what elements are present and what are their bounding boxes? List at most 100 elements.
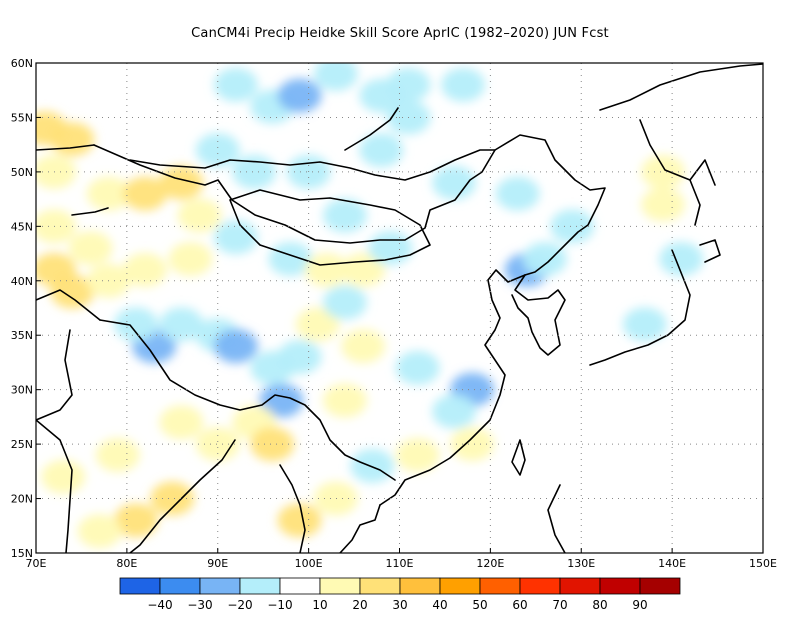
skill-cell bbox=[213, 220, 258, 255]
skill-cell bbox=[50, 122, 95, 157]
lon-tick-label: 90E bbox=[207, 557, 228, 570]
skill-cell bbox=[213, 329, 258, 364]
colorbar-label: −20 bbox=[227, 598, 252, 612]
skill-cell bbox=[95, 438, 140, 472]
lon-tick-label: 120E bbox=[476, 557, 504, 570]
central-asia-border bbox=[36, 289, 101, 421]
skill-cell bbox=[350, 448, 395, 483]
taiwan-coast bbox=[511, 439, 526, 476]
colorbar-swatch bbox=[559, 577, 601, 595]
skill-field bbox=[36, 63, 704, 549]
japan-coast bbox=[589, 239, 721, 366]
skill-cell bbox=[322, 198, 367, 233]
map-title: CanCM4i Precip Heidke Skill Score AprIC … bbox=[191, 26, 609, 41]
skill-cell bbox=[50, 274, 95, 309]
lat-tick-label: 20N bbox=[11, 493, 33, 506]
colorbar-swatch bbox=[359, 577, 401, 595]
skill-cell bbox=[495, 176, 540, 211]
colorbar-swatch bbox=[119, 577, 161, 595]
skill-cell bbox=[450, 427, 495, 462]
field-layer bbox=[36, 63, 704, 549]
skill-cell bbox=[641, 187, 686, 222]
lon-tick-label: 100E bbox=[295, 557, 323, 570]
skill-cell bbox=[36, 209, 77, 244]
skill-cell bbox=[313, 63, 358, 91]
skill-cell bbox=[304, 252, 349, 287]
russia-border bbox=[36, 144, 496, 181]
coastlines-borders bbox=[36, 63, 763, 553]
colorbar-swatch bbox=[199, 577, 241, 595]
china-coast bbox=[379, 269, 526, 506]
colorbar-label: 50 bbox=[472, 598, 487, 612]
colorbar: −40 −30 −20 −10 10 20 30 40 50 60 70 80 90 bbox=[119, 577, 681, 612]
longitude-labels: 70E 80E 90E 100E 110E 120E 130E 140E 150E bbox=[26, 548, 777, 570]
skill-cell bbox=[123, 252, 168, 287]
mongolia-border bbox=[229, 189, 431, 266]
skill-cell bbox=[395, 438, 440, 472]
skill-cell bbox=[36, 154, 77, 189]
skill-cell bbox=[441, 67, 486, 102]
lon-tick-label: 140E bbox=[658, 557, 686, 570]
skill-cell bbox=[322, 383, 367, 418]
colorbar-swatch bbox=[399, 577, 441, 595]
grid-lines bbox=[36, 63, 763, 553]
colorbar-swatch bbox=[239, 577, 281, 595]
philippines-coast bbox=[547, 484, 566, 553]
skill-cell bbox=[41, 459, 86, 494]
balkhash-lake bbox=[71, 207, 109, 216]
skill-cell bbox=[268, 242, 313, 276]
skill-cell bbox=[232, 154, 277, 189]
skill-cell bbox=[322, 285, 367, 320]
colorbar-label: 60 bbox=[512, 598, 527, 612]
lat-tick-label: 35N bbox=[11, 329, 33, 342]
colorbar-label: 70 bbox=[552, 598, 567, 612]
india-coast bbox=[36, 419, 236, 553]
skill-cell bbox=[213, 67, 258, 102]
lon-tick-label: 70E bbox=[26, 557, 47, 570]
colorbar-label: 10 bbox=[312, 598, 327, 612]
skill-cell bbox=[177, 198, 222, 233]
skill-cell bbox=[159, 307, 204, 342]
baikal-lake bbox=[344, 107, 399, 151]
skill-cell bbox=[86, 176, 131, 211]
colorbar-swatch bbox=[519, 577, 561, 595]
skill-cell bbox=[159, 165, 204, 200]
latitude-labels: 60N 55N 50N 45N 40N 35N 30N 25N 20N 15N bbox=[11, 57, 41, 560]
lat-tick-label: 40N bbox=[11, 275, 33, 288]
skill-cell bbox=[359, 133, 404, 168]
skill-cell bbox=[641, 154, 686, 189]
skill-cell bbox=[659, 242, 704, 276]
lat-tick-label: 55N bbox=[11, 111, 33, 124]
skill-cell bbox=[195, 133, 240, 168]
skill-cell bbox=[259, 383, 304, 418]
colorbar-swatch bbox=[639, 577, 681, 595]
skill-cell bbox=[68, 231, 113, 266]
lat-tick-label: 25N bbox=[11, 438, 33, 451]
skill-cell bbox=[250, 427, 295, 462]
skill-cell bbox=[277, 503, 322, 538]
plot-background bbox=[36, 63, 763, 553]
okhotsk-coast bbox=[599, 63, 763, 186]
skill-cell bbox=[622, 307, 667, 342]
colorbar-label: −40 bbox=[147, 598, 172, 612]
skill-cell bbox=[295, 307, 340, 342]
colorbar-swatch bbox=[319, 577, 361, 595]
skill-cell bbox=[386, 67, 431, 102]
lon-tick-label: 110E bbox=[386, 557, 414, 570]
skill-cell bbox=[195, 427, 240, 462]
lon-tick-label: 80E bbox=[116, 557, 137, 570]
colorbar-label: −10 bbox=[267, 598, 292, 612]
colorbar-label: 90 bbox=[632, 598, 647, 612]
skill-cell bbox=[277, 340, 322, 374]
himalaya-border bbox=[99, 319, 396, 481]
skill-cell bbox=[313, 481, 358, 516]
lat-tick-label: 60N bbox=[11, 57, 33, 70]
skill-cell bbox=[522, 242, 567, 276]
colorbar-label: 20 bbox=[352, 598, 367, 612]
skill-cell bbox=[168, 242, 213, 276]
lon-tick-label: 150E bbox=[749, 557, 777, 570]
skill-cell bbox=[150, 481, 195, 516]
skill-cell bbox=[123, 176, 168, 211]
colorbar-label: 80 bbox=[592, 598, 607, 612]
